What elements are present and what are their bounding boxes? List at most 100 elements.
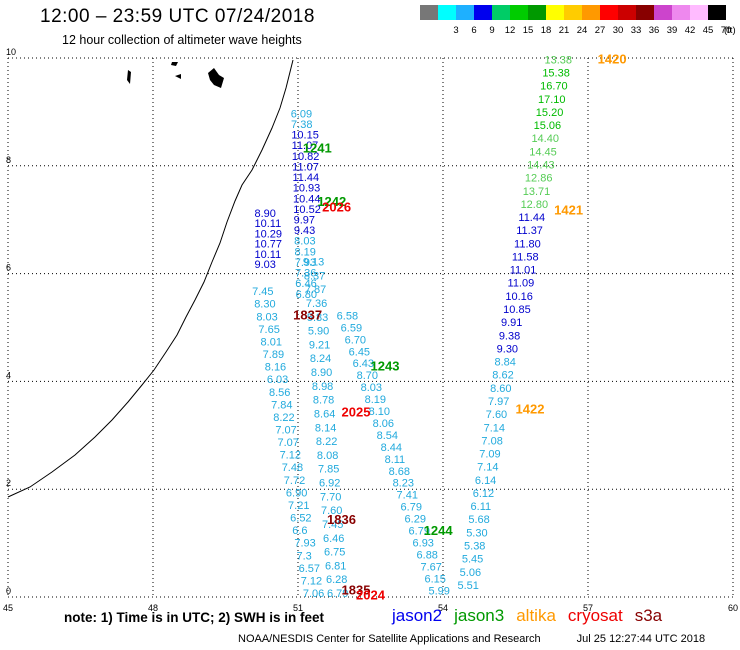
wave-value: 5.99 (429, 585, 450, 597)
wave-value: 8.98 (312, 381, 333, 393)
track-time-label: 1244 (424, 523, 454, 538)
y-tick-label: 4 (6, 370, 11, 380)
wave-value: 9.30 (497, 343, 518, 355)
satellite-jason2: jason2 (392, 606, 443, 625)
wave-value: 6.57 (299, 563, 320, 575)
wave-value: 10.85 (503, 304, 531, 316)
wave-value: 8.24 (310, 353, 331, 365)
wave-value: 6.03 (267, 374, 288, 386)
wave-value: 8.08 (317, 450, 338, 462)
wave-value: 10.82 (292, 151, 320, 163)
wave-value: 16.70 (540, 81, 568, 93)
wave-value: 8.68 (389, 466, 410, 478)
wave-value: 9.03 (255, 259, 276, 271)
wave-value: 12.86 (525, 173, 553, 185)
wave-value: 8.56 (269, 387, 290, 399)
wave-value: 7.97 (488, 396, 509, 408)
legend-swatch (690, 5, 708, 20)
x-tick-label: 45 (3, 603, 13, 613)
wave-value: 8.23 (393, 478, 414, 490)
wave-value: 8.54 (377, 430, 398, 442)
wave-value: 7.70 (320, 491, 341, 503)
wave-value: 8.22 (316, 436, 337, 448)
wave-value: 7.93 (294, 538, 315, 550)
wave-value: 6.46 (295, 278, 316, 290)
track-time-label: 1421 (554, 202, 583, 217)
wave-value: 7.09 (479, 449, 500, 461)
wave-value: 7.14 (477, 462, 498, 474)
x-tick-label: 57 (583, 603, 593, 613)
wave-value: 7.85 (318, 464, 339, 476)
x-tick-label: 51 (293, 603, 303, 613)
y-tick-label: 8 (6, 155, 11, 165)
coastline (7, 59, 294, 498)
wave-value: 8.10 (369, 406, 390, 418)
island (127, 70, 131, 84)
wave-value: 7.65 (258, 324, 279, 336)
wave-value: 8.16 (265, 362, 286, 374)
satellite-legend: jason2 jason3 altika cryosat s3a (392, 606, 674, 626)
wave-value: 5.51 (458, 580, 479, 592)
wave-value: 8.30 (254, 299, 275, 311)
wave-value: 6.79 (409, 526, 430, 538)
wave-value: 12.80 (521, 199, 549, 211)
legend-swatch (510, 5, 528, 20)
legend-swatch (636, 5, 654, 20)
wave-value: 7.12 (280, 450, 301, 462)
wave-value: 8.11 (385, 454, 406, 466)
legend-swatch (708, 5, 726, 20)
axis-ticks: 45 48 51 54 57 60 0 2 4 6 8 10 (3, 47, 738, 613)
wave-value: 6.79 (401, 502, 422, 514)
wave-value: 9.97 (294, 215, 315, 227)
wave-value: 10.16 (505, 291, 533, 303)
wave-value: 8.22 (273, 412, 294, 424)
x-tick-label: 54 (438, 603, 448, 613)
wave-value: 7.21 (288, 500, 309, 512)
wave-value: 15.06 (534, 120, 562, 132)
legend-swatch (618, 5, 636, 20)
wave-height-values: 13.38 15.3816.7017.1015.2015.0614.4014.45… (252, 54, 572, 600)
wave-value: 6.6 (292, 525, 307, 537)
track-time-label: 1420 (598, 51, 627, 66)
wave-value: 8.44 (381, 442, 402, 454)
satellite-altika: altika (516, 606, 556, 625)
wave-value: 5.30 (466, 527, 487, 539)
wave-value: 10.11 (255, 249, 282, 261)
legend-swatch (654, 5, 672, 20)
legend-swatch (546, 5, 564, 20)
wave-value: 10.77 (255, 239, 283, 251)
legend-label: 30 (612, 25, 624, 36)
track-time-label: 1422 (516, 402, 545, 417)
wave-value: 6.52 (290, 513, 311, 525)
wave-value: 15.20 (536, 107, 564, 119)
track-time-label: 2024 (356, 588, 386, 603)
wave-value: 8.70 (357, 370, 378, 382)
wave-value: 8.06 (373, 418, 394, 430)
wave-value: 6.59 (341, 322, 362, 334)
wave-value: 6.75 (324, 547, 345, 559)
legend-unit: (ft) (724, 25, 736, 36)
wave-value: 5.83 (307, 312, 328, 324)
wave-value: 14.43 (527, 159, 555, 171)
wave-value: 8.03 (256, 311, 277, 323)
wave-value: 8.03 (294, 236, 315, 248)
wave-value: 10.93 (293, 183, 321, 195)
legend-swatch (600, 5, 618, 20)
wave-value: 7.89 (263, 349, 284, 361)
wave-value: 6.15 (425, 573, 446, 585)
wave-value: 7.45 (252, 286, 273, 298)
track-time-label: 2026 (322, 200, 351, 215)
wave-value: 7.72 (284, 475, 305, 487)
wave-value: 6.14 (475, 475, 496, 487)
wave-value: 14.45 (529, 146, 557, 158)
wave-value: 6.81 (325, 560, 346, 572)
wave-value: 6.79 (327, 588, 348, 600)
wave-value: 7.45 (322, 519, 343, 531)
wave-value: 7.67 (421, 561, 442, 573)
timestamp: Jul 25 12:27:44 UTC 2018 (576, 633, 706, 645)
track-time-label: 1836 (327, 512, 356, 527)
track-time-label: 1243 (371, 359, 400, 374)
wave-value: 7.48 (282, 462, 303, 474)
satellite-jason3: jason3 (454, 606, 505, 625)
